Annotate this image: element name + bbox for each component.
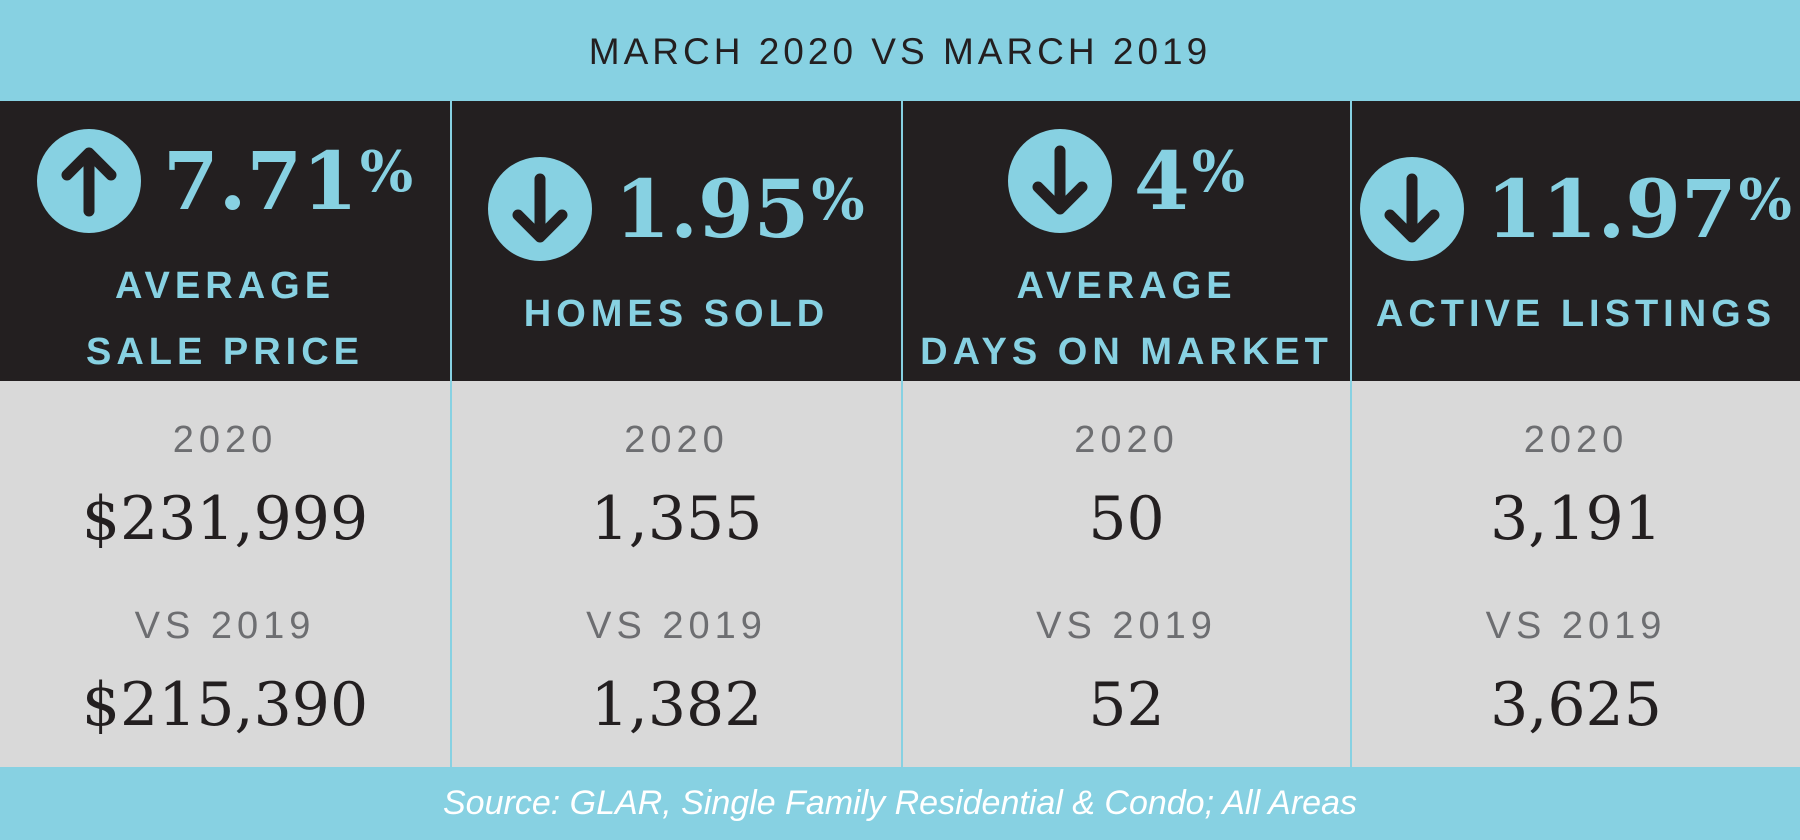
stat-label: AVERAGE DAYS ON MARKET xyxy=(920,253,1333,385)
compare-value: 3,625 xyxy=(1490,670,1662,740)
percent-change: 4% xyxy=(1134,141,1245,221)
stat-headline: 1.95% xyxy=(488,157,865,261)
stat-headline: 7.71% xyxy=(36,129,413,233)
percent-sign: % xyxy=(811,167,865,233)
arrow-down-icon xyxy=(488,157,593,261)
percent-value: 1.95 xyxy=(614,162,810,256)
header-bar: MARCH 2020 VS MARCH 2019 xyxy=(0,0,1800,101)
stat-headline: 11.97% xyxy=(1360,157,1792,261)
percent-sign: % xyxy=(359,139,414,205)
compare-label: VS 2019 xyxy=(134,605,316,647)
values-average-sale-price: 2020 $231,999 VS 2019 $215,390 xyxy=(0,381,450,767)
year-label: 2020 xyxy=(1523,419,1629,461)
stat-label: AVERAGE SALE PRICE xyxy=(86,253,364,385)
column-divider xyxy=(901,101,903,767)
stats-top-row xyxy=(0,101,1800,381)
compare-value: 52 xyxy=(1088,670,1165,740)
stat-headline: 4% xyxy=(1008,129,1245,233)
compare-label: VS 2019 xyxy=(1485,605,1667,647)
compare-value: $215,390 xyxy=(81,670,369,740)
stat-label-line2: DAYS ON MARKET xyxy=(920,331,1333,373)
year-label: 2020 xyxy=(1074,419,1179,461)
values-active-listings: 2020 3,191 VS 2019 3,625 xyxy=(1352,381,1800,767)
percent-value: 4 xyxy=(1134,134,1190,228)
percent-change: 11.97% xyxy=(1486,169,1792,249)
stat-label-line2: SALE PRICE xyxy=(85,331,365,373)
stat-label-line1: AVERAGE xyxy=(1016,265,1237,307)
percent-value: 11.97 xyxy=(1486,162,1737,256)
source-note: Source: GLAR, Single Family Residential … xyxy=(443,784,1357,822)
stat-label-line1: ACTIVE LISTINGS xyxy=(1375,293,1777,335)
compare-value: 1,382 xyxy=(590,670,763,740)
stats-bottom-row xyxy=(0,381,1800,767)
year-value: 50 xyxy=(1088,484,1165,554)
stat-homes-sold: 1.95% HOMES SOLD xyxy=(452,101,901,381)
percent-change: 7.71% xyxy=(163,141,413,221)
year-value: 1,355 xyxy=(590,484,763,554)
percent-change: 1.95% xyxy=(614,169,864,249)
year-label: 2020 xyxy=(172,419,278,461)
year-label: 2020 xyxy=(624,419,729,461)
stat-average-days-on-market: 4% AVERAGE DAYS ON MARKET xyxy=(903,101,1350,381)
stat-label-line1: AVERAGE xyxy=(114,265,336,307)
column-divider xyxy=(450,101,452,767)
values-homes-sold: 2020 1,355 VS 2019 1,382 xyxy=(452,381,901,767)
year-value: 3,191 xyxy=(1490,484,1662,554)
values-average-days-on-market: 2020 50 VS 2019 52 xyxy=(903,381,1350,767)
stat-label-line1: HOMES SOLD xyxy=(523,293,830,335)
compare-label: VS 2019 xyxy=(1036,605,1217,647)
stat-label: HOMES SOLD xyxy=(524,281,829,347)
page-title: MARCH 2020 VS MARCH 2019 xyxy=(588,30,1212,72)
stat-average-sale-price: 7.71% AVERAGE SALE PRICE xyxy=(0,101,450,381)
footer-bar: Source: GLAR, Single Family Residential … xyxy=(0,767,1800,840)
column-divider xyxy=(1350,101,1352,767)
percent-value: 7.71 xyxy=(162,134,358,228)
compare-label: VS 2019 xyxy=(586,605,767,647)
percent-sign: % xyxy=(1738,167,1792,233)
year-value: $231,999 xyxy=(81,484,369,554)
arrow-down-icon xyxy=(1360,157,1465,261)
arrow-up-icon xyxy=(36,129,141,233)
stat-active-listings: 11.97% ACTIVE LISTINGS xyxy=(1352,101,1800,381)
stat-label: ACTIVE LISTINGS xyxy=(1376,281,1776,347)
percent-sign: % xyxy=(1191,139,1245,205)
arrow-down-icon xyxy=(1008,129,1113,233)
